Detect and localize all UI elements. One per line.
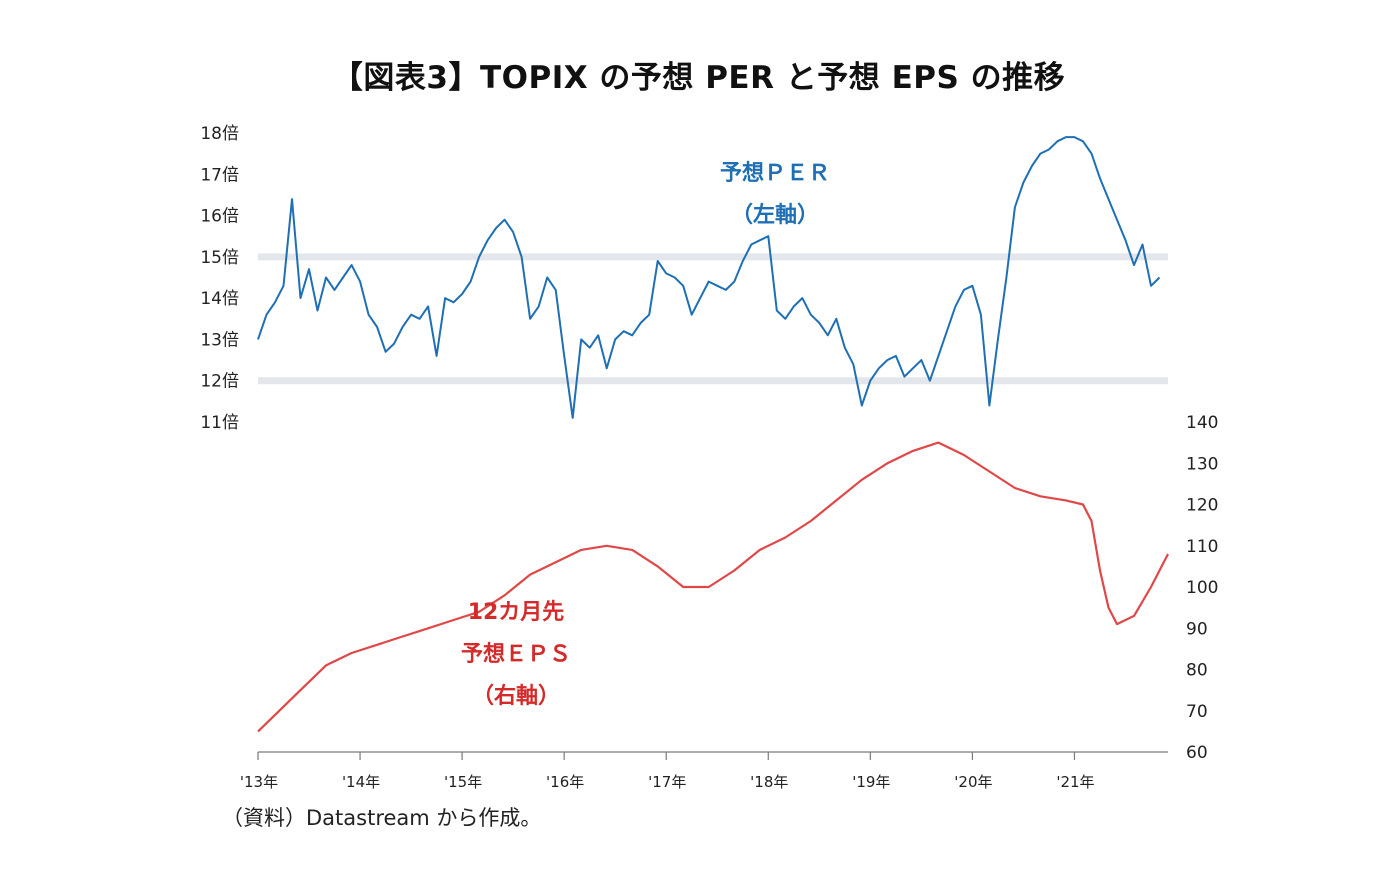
left-tick-label: 11倍 <box>200 413 239 433</box>
right-tick-label: 120 <box>1186 496 1218 516</box>
reference-lines <box>258 253 1168 385</box>
left-tick-label: 16倍 <box>200 207 239 227</box>
left-tick-label: 18倍 <box>200 124 239 144</box>
eps-series-label: 12カ月先 <box>468 600 565 625</box>
right-tick-label: 90 <box>1186 619 1208 639</box>
left-tick-label: 12倍 <box>200 372 239 392</box>
right-tick-label: 100 <box>1186 578 1218 598</box>
x-tick-label: '17年 <box>648 773 686 791</box>
eps-series-label: 予想ＥＰＳ <box>461 642 571 667</box>
left-tick-label: 17倍 <box>200 165 239 185</box>
x-tick-label: '18年 <box>750 773 788 791</box>
left-tick-label: 15倍 <box>200 248 239 268</box>
per-series-label: 予想ＰＥＲ <box>720 161 830 186</box>
right-tick-label: 140 <box>1186 413 1218 433</box>
eps-series-label: （右軸） <box>472 683 560 709</box>
x-tick-label: '16年 <box>546 773 584 791</box>
right-tick-label: 70 <box>1186 702 1208 722</box>
x-tick-label: '14年 <box>342 773 380 791</box>
right-tick-label: 80 <box>1186 661 1208 681</box>
x-tick-label: '20年 <box>954 773 992 791</box>
source-note: （資料）Datastream から作成。 <box>222 806 542 830</box>
x-tick-label: '19年 <box>852 773 890 791</box>
left-axis: 11倍 12倍 13倍 14倍 15倍 16倍 17倍 18倍 <box>200 124 239 433</box>
x-tick-label: '15年 <box>444 773 482 791</box>
left-tick-label: 13倍 <box>200 330 239 350</box>
chart-title: 【図表3】TOPIX の予想 PER と予想 EPS の推移 <box>331 60 1066 96</box>
right-axis: 60 70 80 90 100 110 120 130 140 <box>1186 413 1218 763</box>
x-tick-label: '21年 <box>1056 773 1094 791</box>
right-tick-label: 130 <box>1186 454 1218 474</box>
eps-series-line <box>257 441 1169 733</box>
x-tick-label: '13年 <box>240 773 278 791</box>
right-tick-label: 60 <box>1186 743 1208 763</box>
right-tick-label: 110 <box>1186 537 1218 557</box>
per-series-line <box>257 136 1161 419</box>
x-axis: '13年 '14年 '15年 '16年 '17年 '18年 '19年 '20年 '21年 <box>240 751 1168 791</box>
series-layer <box>257 136 1169 733</box>
left-tick-label: 14倍 <box>200 289 239 309</box>
per-series-label: （左軸） <box>731 202 819 228</box>
